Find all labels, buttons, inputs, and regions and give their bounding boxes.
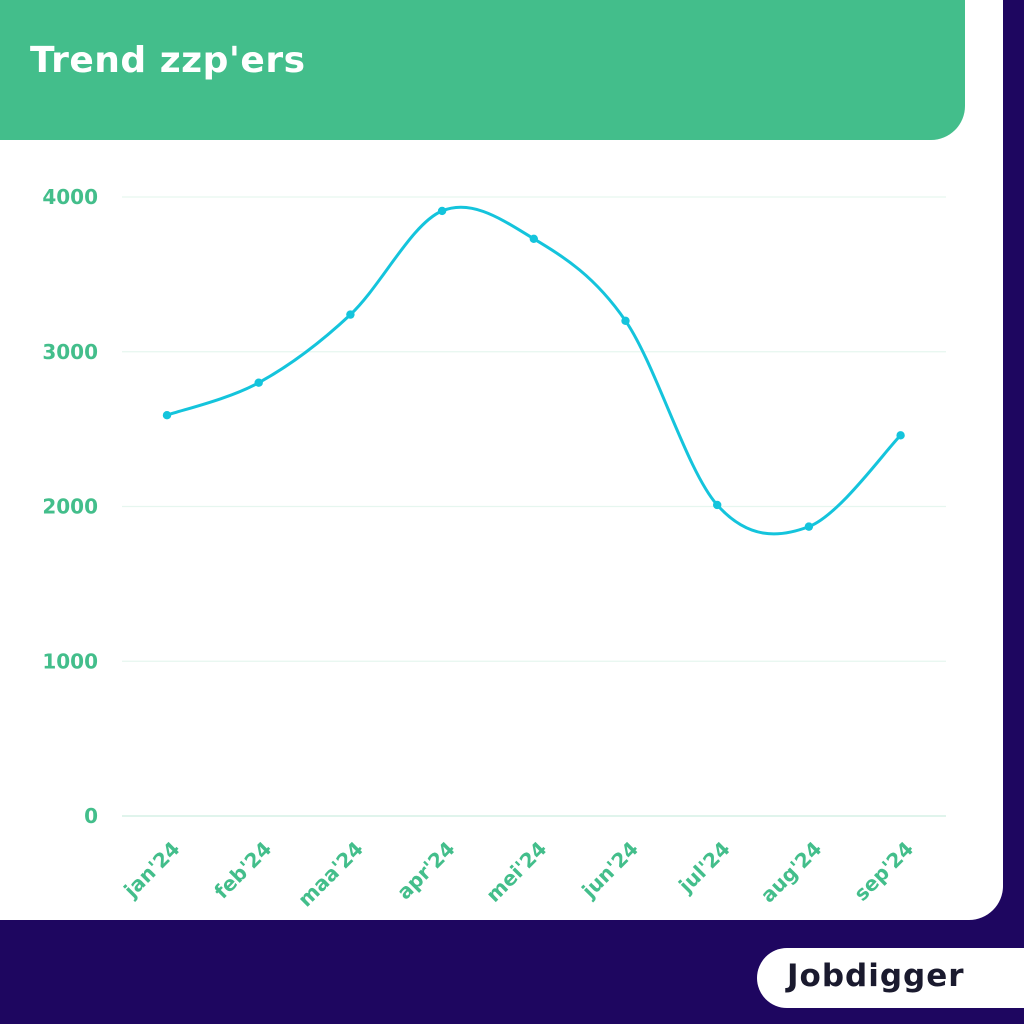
data-point xyxy=(529,234,538,243)
y-tick-label: 4000 xyxy=(42,185,98,209)
x-tick-label: jan'24 xyxy=(118,837,184,903)
data-point xyxy=(713,500,722,510)
x-tick-label: sep'24 xyxy=(849,837,918,906)
chart-title: Trend zzp'ers xyxy=(30,40,306,81)
data-point xyxy=(896,431,905,440)
y-tick-label: 0 xyxy=(84,804,98,828)
x-tick-label: maa'24 xyxy=(293,837,368,912)
x-tick-label: aug'24 xyxy=(756,837,827,908)
data-point xyxy=(346,310,355,319)
line-chart: 0 1000 2000 3000 4000 jan'24 feb'24 maa'24 apr'… xyxy=(42,185,946,912)
series-layer xyxy=(162,205,905,536)
y-tick-label: 1000 xyxy=(42,649,98,673)
x-tick-label: mei'24 xyxy=(481,837,551,907)
chart-card: Trend zzp'ers 0 1000 2000 3000 4000 jan'24 fe… xyxy=(0,0,1003,920)
y-axis: 0 1000 2000 3000 4000 xyxy=(42,185,98,828)
jobdigger-logo: Jobdigger xyxy=(757,948,1024,1008)
x-tick-label: feb'24 xyxy=(209,837,276,904)
y-tick-label: 3000 xyxy=(42,340,98,364)
data-point xyxy=(162,410,172,420)
x-tick-label: apr'24 xyxy=(392,837,460,905)
x-axis: jan'24 feb'24 maa'24 apr'24 mei'24 jun'24 jul'… xyxy=(118,837,918,912)
data-point xyxy=(254,378,263,387)
gridlines xyxy=(122,196,946,817)
data-point xyxy=(437,206,447,216)
y-tick-label: 2000 xyxy=(42,495,98,519)
data-point xyxy=(621,316,630,325)
x-tick-label: jul'24 xyxy=(673,837,734,898)
chart-header: Trend zzp'ers xyxy=(0,0,965,140)
data-point xyxy=(804,522,814,531)
x-tick-label: jun'24 xyxy=(576,837,643,904)
logo-text: Jobdigger xyxy=(787,958,965,994)
series-line xyxy=(165,205,903,536)
